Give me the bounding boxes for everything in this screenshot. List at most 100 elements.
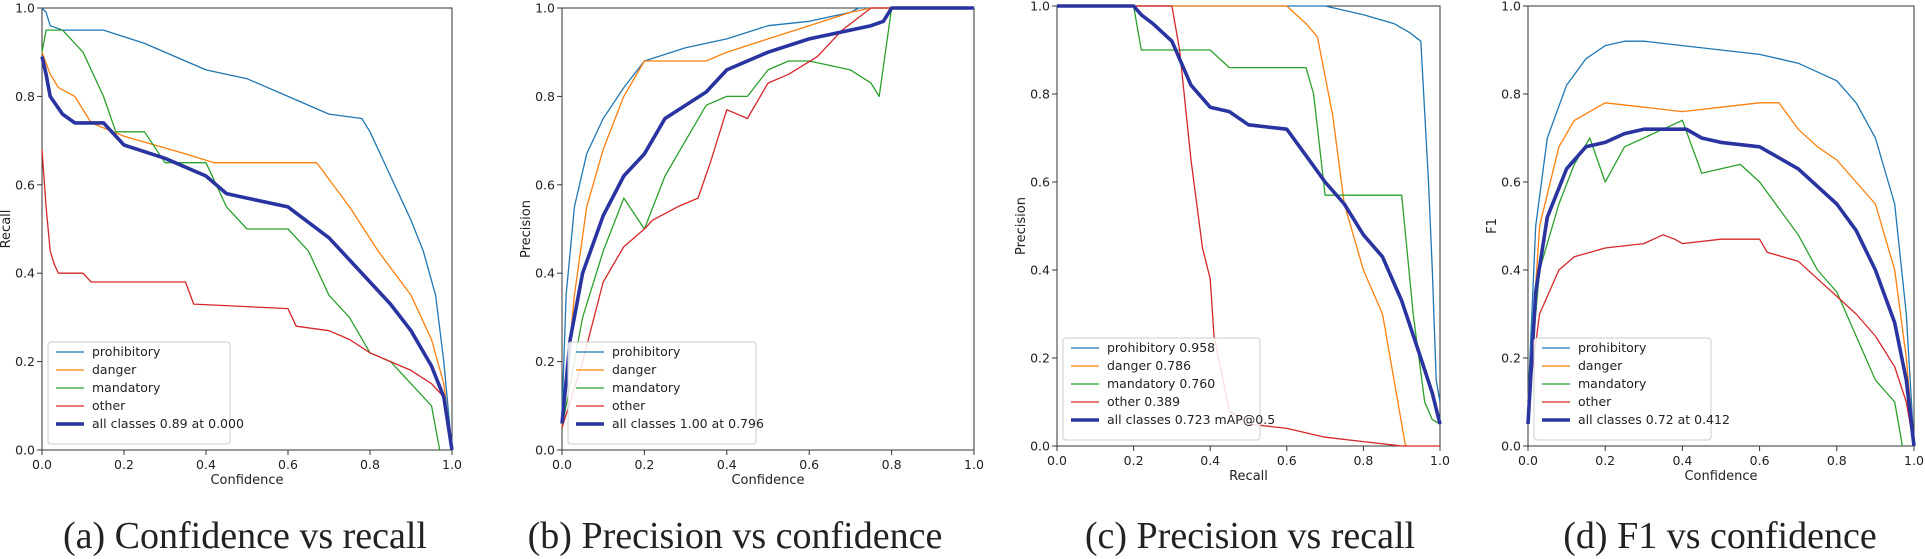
panel-caption: (d) F1 vs confidence bbox=[1563, 515, 1876, 557]
legend: prohibitory 0.958 danger 0.786 mandatory 0… bbox=[1062, 337, 1275, 441]
y-tick-label: 0.6 bbox=[1030, 175, 1050, 190]
x-tick-label: 1.0 bbox=[964, 457, 984, 472]
legend-box bbox=[1062, 337, 1261, 441]
legend-label-mandatory: mandatory bbox=[1578, 376, 1647, 391]
x-tick-label: 0.4 bbox=[717, 457, 737, 472]
y-tick-label: 0.4 bbox=[1501, 263, 1521, 278]
x-tick-label: 0.6 bbox=[799, 457, 819, 472]
legend-label-all: all classes 1.00 at 0.796 bbox=[612, 416, 764, 431]
series-line-all bbox=[1057, 4, 1442, 425]
series-line-all bbox=[560, 6, 974, 424]
y-tick-label: 0.6 bbox=[535, 177, 555, 192]
y-tick-label: 0.0 bbox=[535, 443, 555, 458]
y-tick-label: 0.8 bbox=[1501, 87, 1521, 102]
y-tick-label: 0.2 bbox=[1030, 351, 1050, 366]
y-tick-label: 0.2 bbox=[15, 354, 35, 369]
x-tick-label: 1.0 bbox=[1430, 453, 1450, 468]
series-line-danger bbox=[1527, 102, 1915, 447]
y-tick-label: 0.0 bbox=[1030, 439, 1050, 454]
x-tick-label: 0.6 bbox=[278, 457, 298, 472]
series-line-prohibitory bbox=[1527, 40, 1915, 447]
x-axis-label: Confidence bbox=[210, 473, 283, 488]
y-tick-label: 0.8 bbox=[1030, 87, 1050, 102]
legend-label-mandatory: mandatory bbox=[612, 380, 681, 395]
y-tick-label: 0.8 bbox=[535, 89, 555, 104]
legend-label-other: other bbox=[1578, 394, 1612, 409]
series-line-danger bbox=[561, 7, 974, 428]
y-axis-label: Recall bbox=[0, 210, 14, 249]
panel-caption: (b) Precision vs confidence bbox=[528, 515, 943, 557]
x-tick-label: 0.0 bbox=[32, 457, 52, 472]
x-tick-label: 0.8 bbox=[360, 457, 380, 472]
y-tick-label: 0.2 bbox=[1501, 351, 1521, 366]
series-line-mandatory bbox=[1057, 5, 1441, 425]
legend-box bbox=[1533, 337, 1712, 441]
legend-label-danger: danger bbox=[1578, 358, 1623, 373]
x-tick-label: 0.6 bbox=[1277, 453, 1297, 468]
legend-label-danger: danger bbox=[612, 362, 657, 377]
legend-label-prohibitory: prohibitory bbox=[612, 344, 681, 359]
plot-frame bbox=[41, 7, 453, 451]
y-tick-label: 0.6 bbox=[15, 177, 35, 192]
x-tick-label: 0.8 bbox=[1353, 453, 1373, 468]
x-axis-label: Confidence bbox=[1684, 469, 1757, 484]
legend-label-all: all classes 0.72 at 0.412 bbox=[1578, 412, 1730, 427]
y-axis-label: Precision bbox=[519, 200, 534, 258]
y-tick-label: 1.0 bbox=[535, 1, 555, 16]
legend-label-prohibitory: prohibitory 0.958 bbox=[1107, 340, 1215, 355]
y-tick-label: 0.4 bbox=[15, 266, 35, 281]
x-tick-label: 0.0 bbox=[552, 457, 572, 472]
series-line-all bbox=[40, 56, 454, 451]
x-tick-label: 0.4 bbox=[1200, 453, 1220, 468]
series-line-other bbox=[41, 149, 453, 451]
legend: prohibitory danger mandatory other all class… bbox=[567, 341, 764, 445]
x-axis-label: Confidence bbox=[731, 473, 804, 488]
y-tick-label: 0.8 bbox=[15, 89, 35, 104]
legend-label-prohibitory: prohibitory bbox=[1578, 340, 1647, 355]
y-tick-label: 0.0 bbox=[1501, 439, 1521, 454]
x-tick-label: 0.8 bbox=[1827, 453, 1847, 468]
series-line-all bbox=[1526, 127, 1916, 447]
chart-panel-3: 0.0 0.2 0.4 0.6 0.8 1.0 0.0 0.2 0.4 0.6 0.8 1.0 Reca… bbox=[1014, 0, 1450, 557]
x-tick-label: 0.8 bbox=[882, 457, 902, 472]
legend-box bbox=[47, 341, 231, 445]
legend-label-other: other bbox=[612, 398, 646, 413]
y-tick-label: 1.0 bbox=[1501, 0, 1521, 14]
y-tick-label: 0.2 bbox=[535, 354, 555, 369]
x-tick-label: 0.0 bbox=[1047, 453, 1067, 468]
plot-frame bbox=[1527, 5, 1915, 447]
chart-panel-2: 0.0 0.2 0.4 0.6 0.8 1.0 0.0 0.2 0.4 0.6 0.8 1.0 Conf… bbox=[519, 1, 984, 558]
legend: prohibitory danger mandatory other all class… bbox=[47, 341, 244, 445]
y-axis-label: Precision bbox=[1014, 197, 1029, 255]
legend-label-all: all classes 0.723 mAP@0.5 bbox=[1107, 412, 1275, 427]
x-tick-label: 0.2 bbox=[1595, 453, 1615, 468]
x-tick-label: 1.0 bbox=[442, 457, 462, 472]
x-tick-label: 0.2 bbox=[1124, 453, 1144, 468]
x-tick-label: 0.0 bbox=[1518, 453, 1538, 468]
y-tick-label: 0.6 bbox=[1501, 175, 1521, 190]
legend-label-danger: danger 0.786 bbox=[1107, 358, 1191, 373]
x-tick-label: 1.0 bbox=[1904, 453, 1924, 468]
legend: prohibitory danger mandatory other all class… bbox=[1533, 337, 1730, 441]
y-tick-label: 1.0 bbox=[15, 1, 35, 16]
series-line-prohibitory bbox=[1057, 5, 1441, 403]
panel-caption: (a) Confidence vs recall bbox=[63, 515, 427, 557]
legend-label-prohibitory: prohibitory bbox=[92, 344, 161, 359]
series-line-prohibitory bbox=[41, 7, 453, 451]
y-tick-label: 0.4 bbox=[535, 266, 555, 281]
x-axis-label: Recall bbox=[1229, 469, 1268, 484]
y-tick-label: 1.0 bbox=[1030, 0, 1050, 14]
x-tick-label: 0.4 bbox=[196, 457, 216, 472]
panel-caption: (c) Precision vs recall bbox=[1085, 515, 1415, 557]
legend-label-mandatory: mandatory 0.760 bbox=[1107, 376, 1215, 391]
chart-panel-1: 0.0 0.2 0.4 0.6 0.8 1.0 0.0 0.2 0.4 0.6 0.8 1.0 Conf… bbox=[0, 1, 462, 558]
x-tick-label: 0.2 bbox=[634, 457, 654, 472]
legend-label-all: all classes 0.89 at 0.000 bbox=[92, 416, 244, 431]
y-tick-label: 0.0 bbox=[15, 443, 35, 458]
x-tick-label: 0.6 bbox=[1750, 453, 1770, 468]
series-line-other bbox=[561, 7, 974, 429]
series-line-danger bbox=[41, 51, 453, 451]
legend-label-other: other bbox=[92, 398, 126, 413]
plot-frame bbox=[561, 7, 975, 451]
